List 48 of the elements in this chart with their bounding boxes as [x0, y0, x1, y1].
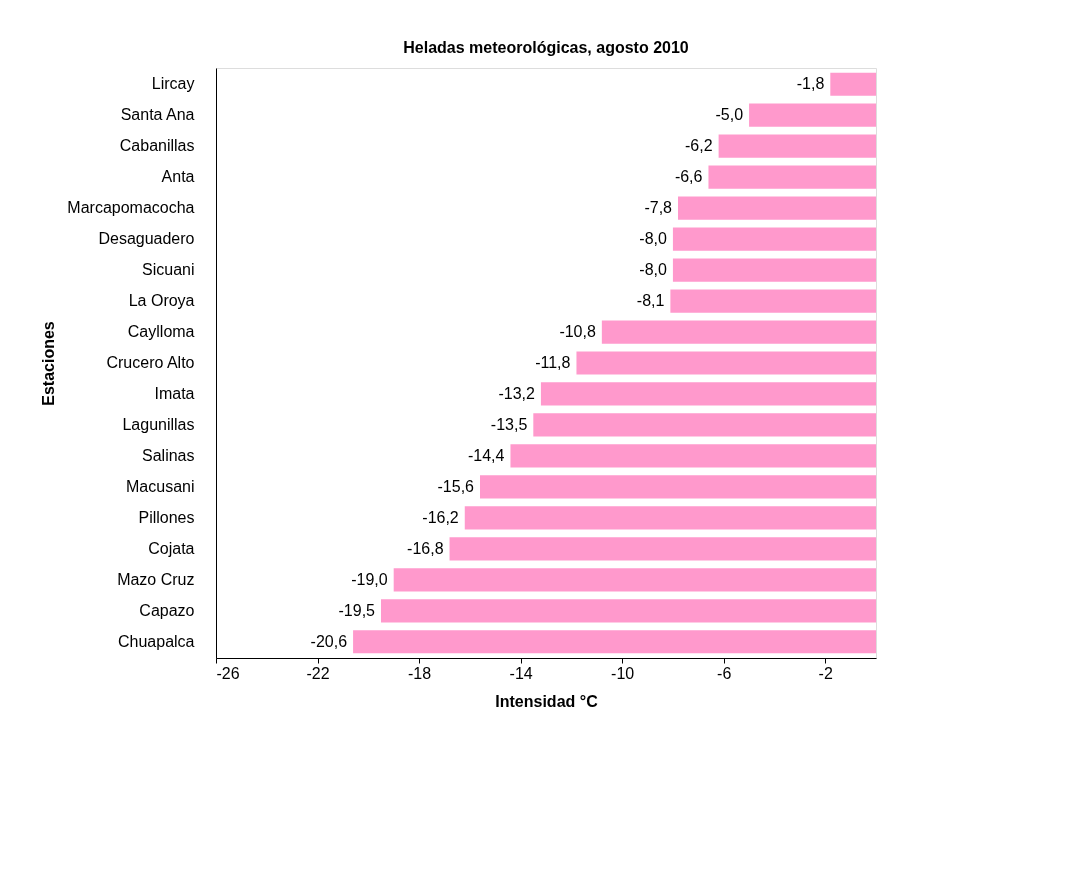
data-label: -15,6	[437, 477, 475, 495]
chart-title: Heladas meteorológicas, agosto 2010	[403, 39, 689, 56]
y-tick-label: Cojata	[148, 539, 195, 557]
y-tick-label: Lagunillas	[122, 415, 195, 433]
data-label: -16,8	[407, 539, 444, 557]
data-label: -8,0	[639, 230, 668, 248]
y-tick-label: La Oroya	[128, 292, 195, 310]
x-axis-title: Intensidad °C	[495, 692, 599, 710]
x-tick-label: -26	[216, 664, 240, 682]
data-label: -6,2	[685, 137, 713, 155]
data-label: -8,1	[636, 292, 665, 310]
data-label: -8,0	[639, 261, 668, 279]
y-tick-label: Capazo	[139, 601, 195, 619]
y-tick-label: Anta	[161, 168, 195, 186]
y-tick-label: Mazo Cruz	[117, 570, 195, 588]
y-tick-label: Sicuani	[142, 261, 195, 279]
y-tick-label: Lircay	[151, 75, 195, 93]
data-label: -5,0	[715, 106, 744, 124]
y-tick-label: Caylloma	[127, 323, 195, 341]
x-tick-label: -6	[717, 664, 732, 682]
data-label: -16,2	[422, 508, 459, 526]
data-label: -19,5	[338, 601, 376, 619]
y-tick-label: Cabanillas	[119, 137, 195, 155]
data-label: -1,8	[796, 75, 825, 93]
y-tick-label: Crucero Alto	[106, 354, 195, 371]
data-label: -14,4	[467, 446, 505, 464]
x-tick-label: -14	[509, 664, 533, 682]
x-tick-label: -18	[408, 664, 432, 682]
x-tick-label: -22	[306, 664, 330, 682]
y-tick-label: Pillones	[138, 508, 195, 526]
data-label: -13,2	[498, 384, 536, 402]
y-tick-label: Imata	[154, 384, 195, 402]
data-label: -20,6	[310, 632, 348, 650]
x-tick-label: -2	[818, 664, 833, 682]
data-label: -10,8	[559, 323, 596, 341]
data-label: -7,8	[644, 199, 673, 217]
data-label: -11,8	[535, 354, 571, 371]
x-tick-label: -10	[611, 664, 635, 682]
y-tick-label: Marcapomacocha	[67, 199, 195, 217]
y-tick-label: Santa Ana	[120, 106, 195, 124]
y-tick-label: Macusani	[126, 477, 195, 495]
y-tick-label: Chuapalca	[118, 632, 195, 650]
data-label: -19,0	[351, 570, 388, 588]
y-tick-label: Desaguadero	[98, 230, 195, 248]
y-tick-label: Salinas	[142, 446, 195, 464]
y-axis-title: Estaciones	[40, 321, 58, 406]
data-label: -13,5	[490, 415, 528, 433]
data-label: -6,6	[674, 168, 703, 186]
